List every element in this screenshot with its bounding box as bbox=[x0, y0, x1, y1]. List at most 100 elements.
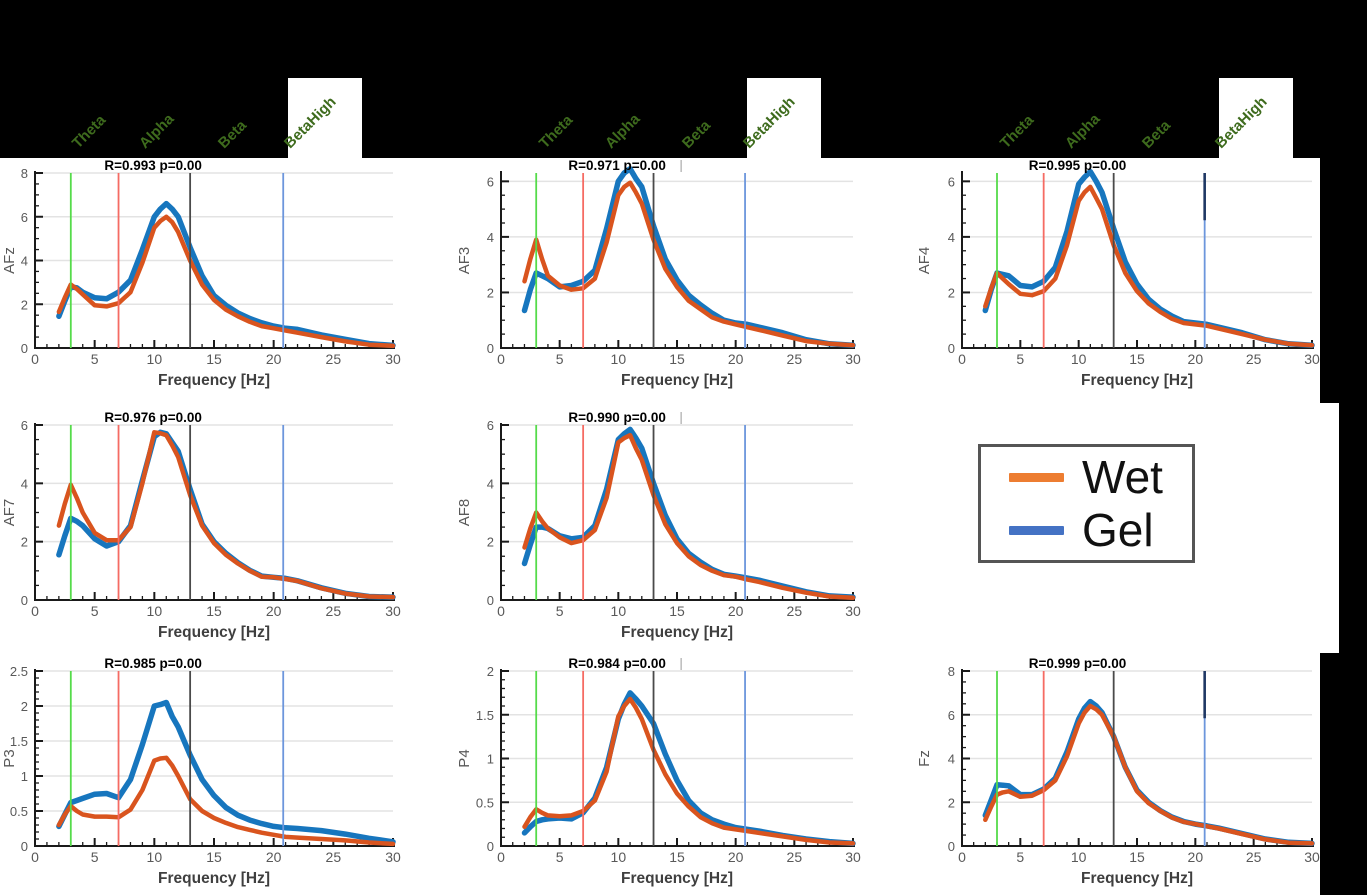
svg-text:6: 6 bbox=[21, 210, 28, 225]
svg-text:4: 4 bbox=[21, 476, 28, 491]
svg-text:0: 0 bbox=[958, 849, 966, 865]
svg-text:1: 1 bbox=[21, 769, 28, 784]
svg-text:15: 15 bbox=[669, 603, 685, 619]
svg-text:25: 25 bbox=[326, 849, 342, 865]
svg-text:AF7: AF7 bbox=[1, 499, 18, 527]
svg-text:2: 2 bbox=[487, 285, 494, 300]
svg-text:20: 20 bbox=[728, 351, 744, 367]
svg-text:15: 15 bbox=[1129, 351, 1145, 367]
svg-text:Frequency [Hz]: Frequency [Hz] bbox=[1081, 870, 1193, 887]
svg-text:Frequency [Hz]: Frequency [Hz] bbox=[158, 624, 270, 641]
svg-text:2: 2 bbox=[948, 795, 955, 810]
svg-text:0: 0 bbox=[487, 839, 494, 854]
svg-text:4: 4 bbox=[948, 752, 955, 767]
svg-text:20: 20 bbox=[266, 603, 282, 619]
svg-text:R=0.999 p=0.00: R=0.999 p=0.00 bbox=[1029, 656, 1127, 671]
svg-text:1: 1 bbox=[487, 752, 494, 767]
svg-text:6: 6 bbox=[948, 708, 955, 723]
svg-text:0: 0 bbox=[497, 351, 505, 367]
right-black-strip bbox=[1320, 653, 1367, 895]
svg-text:30: 30 bbox=[385, 849, 401, 865]
svg-text:8: 8 bbox=[21, 166, 28, 181]
svg-text:30: 30 bbox=[845, 849, 861, 865]
svg-text:Frequency [Hz]: Frequency [Hz] bbox=[158, 870, 270, 887]
svg-text:30: 30 bbox=[385, 351, 401, 367]
svg-text:30: 30 bbox=[845, 603, 861, 619]
plot-svg-afz: 0 2 4 6 8 0 5 10 15 20 25 30 R=0.993 p=0.00 AFz Freque… bbox=[1, 158, 401, 389]
betahigh-box: BetaHigh bbox=[1212, 78, 1293, 158]
band-label-betahigh: BetaHigh bbox=[739, 93, 799, 152]
svg-text:20: 20 bbox=[266, 351, 282, 367]
svg-text:25: 25 bbox=[787, 849, 803, 865]
svg-text:30: 30 bbox=[385, 603, 401, 619]
svg-text:0: 0 bbox=[497, 603, 505, 619]
gel-line-swatch bbox=[1009, 525, 1064, 535]
svg-text:R=0.984 p=0.00: R=0.984 p=0.00 bbox=[568, 656, 666, 671]
svg-text:P4: P4 bbox=[456, 749, 473, 767]
legend-label-wet: Wet bbox=[1082, 451, 1163, 503]
svg-text:25: 25 bbox=[787, 351, 803, 367]
plot-svg-p3: 0 0.5 1 1.5 2 2.5 0 5 10 15 20 25 30 R=0.985 p=0.00 P3… bbox=[1, 656, 401, 887]
plot-svg-p4: 00.511.520 5 10 15 20 25 30R=0.984 p=0.00P4Fre… bbox=[456, 656, 861, 887]
subplot-afz: 0 2 4 6 8 0 5 10 15 20 25 30 R=0.993 p=0.00 AFz Freque… bbox=[0, 158, 455, 398]
svg-text:10: 10 bbox=[611, 849, 627, 865]
svg-text:15: 15 bbox=[669, 849, 685, 865]
svg-text:Frequency [Hz]: Frequency [Hz] bbox=[621, 624, 733, 641]
svg-text:15: 15 bbox=[206, 603, 222, 619]
legend: Wet Gel bbox=[978, 444, 1195, 563]
svg-text:25: 25 bbox=[1246, 849, 1262, 865]
svg-text:0: 0 bbox=[31, 603, 39, 619]
svg-text:2: 2 bbox=[21, 699, 28, 714]
svg-text:15: 15 bbox=[206, 849, 222, 865]
svg-text:2: 2 bbox=[21, 535, 28, 550]
svg-text:Frequency [Hz]: Frequency [Hz] bbox=[621, 870, 733, 887]
svg-text:2: 2 bbox=[487, 664, 494, 679]
svg-text:15: 15 bbox=[669, 351, 685, 367]
betahigh-box: BetaHigh bbox=[740, 78, 821, 158]
plot-svg-af4: 0 2 4 6 0 5 10 15 20 25 30 R=0.995 p=0.00 AF4 Frequen… bbox=[916, 158, 1320, 389]
svg-text:0: 0 bbox=[21, 341, 28, 356]
svg-text:R=0.993 p=0.00: R=0.993 p=0.00 bbox=[104, 158, 202, 173]
svg-text:1.5: 1.5 bbox=[476, 708, 494, 723]
svg-text:Frequency [Hz]: Frequency [Hz] bbox=[621, 372, 733, 389]
svg-text:5: 5 bbox=[556, 849, 564, 865]
svg-text:6: 6 bbox=[948, 174, 955, 189]
subplot-af4: 0 2 4 6 0 5 10 15 20 25 30 R=0.995 p=0.00 AF4 Frequen… bbox=[915, 158, 1367, 398]
svg-text:R=0.971 p=0.00: R=0.971 p=0.00 bbox=[568, 158, 666, 173]
svg-text:15: 15 bbox=[206, 351, 222, 367]
svg-text:5: 5 bbox=[556, 351, 564, 367]
top-band-background bbox=[0, 0, 1367, 158]
legend-label-gel: Gel bbox=[1082, 504, 1154, 556]
svg-text:AF8: AF8 bbox=[456, 499, 473, 527]
svg-text:2: 2 bbox=[948, 285, 955, 300]
svg-text:R=0.990 p=0.00: R=0.990 p=0.00 bbox=[568, 410, 666, 425]
right-black-strip bbox=[1339, 403, 1367, 653]
svg-text:Fz: Fz bbox=[916, 750, 933, 767]
svg-text:20: 20 bbox=[728, 849, 744, 865]
subplot-fz: 0 2 4 6 8 0 5 10 15 20 25 30 R=0.999 p=0.00 Fz Frequen… bbox=[915, 656, 1367, 895]
svg-text:20: 20 bbox=[728, 603, 744, 619]
svg-text:AF3: AF3 bbox=[456, 247, 473, 275]
betahigh-box: BetaHigh bbox=[281, 78, 362, 158]
svg-text:0: 0 bbox=[948, 341, 955, 356]
legend-item-gel: Gel bbox=[1009, 507, 1192, 553]
svg-text:1.5: 1.5 bbox=[10, 734, 28, 749]
svg-text:20: 20 bbox=[266, 849, 282, 865]
svg-text:8: 8 bbox=[948, 664, 955, 679]
svg-text:25: 25 bbox=[787, 603, 803, 619]
svg-text:10: 10 bbox=[147, 351, 163, 367]
svg-text:10: 10 bbox=[611, 351, 627, 367]
svg-text:5: 5 bbox=[91, 351, 99, 367]
svg-text:Frequency [Hz]: Frequency [Hz] bbox=[158, 372, 270, 389]
svg-text:5: 5 bbox=[91, 849, 99, 865]
svg-text:6: 6 bbox=[21, 418, 28, 433]
svg-text:30: 30 bbox=[845, 351, 861, 367]
plot-svg-af3: 0 2 4 6 0 5 10 15 20 25 30 R=0.971 p=0.00 AF3 Frequen… bbox=[456, 158, 861, 389]
svg-text:AF4: AF4 bbox=[916, 247, 933, 275]
svg-text:2.5: 2.5 bbox=[10, 664, 28, 679]
band-label-betahigh: BetaHigh bbox=[280, 93, 340, 152]
svg-text:4: 4 bbox=[948, 230, 955, 245]
svg-text:5: 5 bbox=[1016, 351, 1024, 367]
svg-text:P3: P3 bbox=[1, 749, 18, 767]
